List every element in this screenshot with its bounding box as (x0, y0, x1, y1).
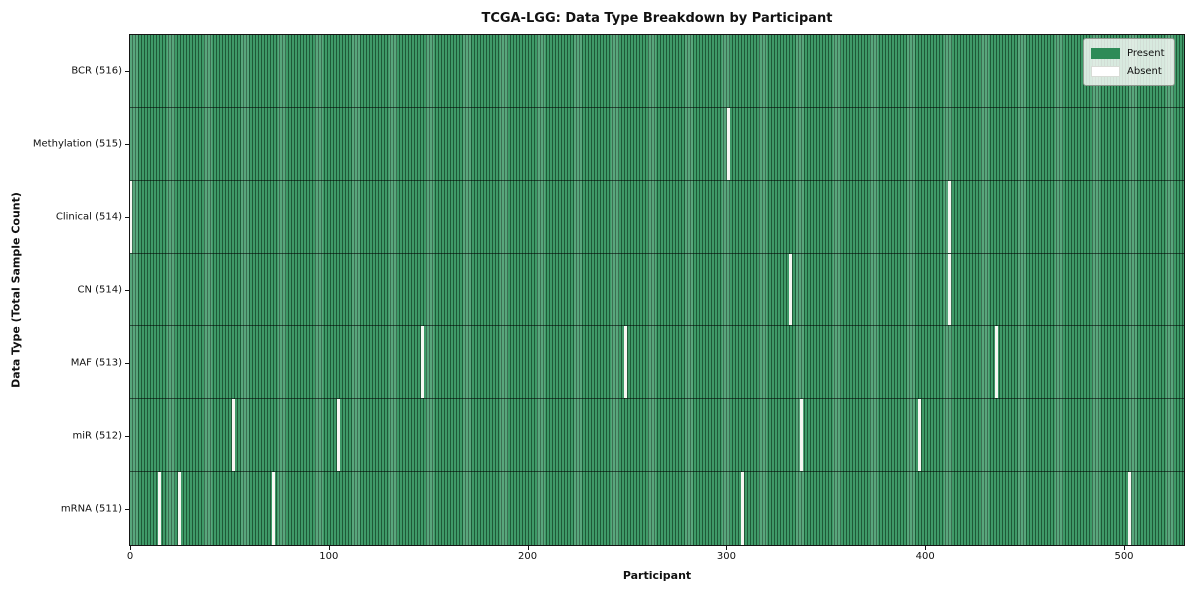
y-tick-label-BCR: BCR (516) (71, 65, 122, 77)
y-tick-label-Methylation: Methylation (515) (32, 138, 122, 150)
plot-area (129, 34, 1185, 546)
y-tick-mark-miR (125, 436, 129, 438)
absent-swatch-icon (1091, 65, 1120, 77)
y-tick-label-mRNA: mRNA (511) (60, 503, 122, 515)
y-tick-mark-Methylation (125, 143, 129, 145)
y-tick-mark-Clinical (125, 216, 129, 218)
absent-line-Clinical-412 (947, 180, 951, 253)
x-tick-mark-400 (925, 546, 927, 550)
heatmap-row-MAF (130, 326, 1184, 400)
absent-line-miR-52 (231, 399, 235, 472)
chart-title: TCGA-LGG: Data Type Breakdown by Partici… (481, 11, 833, 26)
x-tick-mark-500 (1124, 546, 1125, 550)
x-axis-label: Participant (622, 569, 692, 582)
legend: Present Absent (1083, 38, 1175, 86)
x-tick-label-400: 400 (915, 551, 935, 562)
absent-line-miR-338 (800, 399, 804, 472)
x-tick-label-300: 300 (716, 551, 736, 562)
y-tick-mark-BCR (125, 70, 129, 72)
y-tick-mark-MAF (125, 363, 129, 365)
y-tick-label-Clinical: Clinical (514) (55, 211, 122, 223)
x-tick-mark-200 (527, 546, 529, 550)
heatmap-row-CN (130, 253, 1184, 327)
absent-line-MAF-249 (623, 326, 627, 399)
x-tick-label-200: 200 (518, 551, 538, 562)
absent-line-mRNA-15 (158, 472, 162, 545)
heatmap-row-BCR (130, 35, 1184, 108)
absent-line-CN-412 (947, 253, 951, 326)
legend-item-absent: Absent (1091, 62, 1165, 80)
absent-line-MAF-147 (420, 326, 424, 399)
y-axis-label: Data Type (Total Sample Count) (9, 192, 23, 388)
x-tick-mark-100 (328, 546, 330, 550)
x-tick-label-0: 0 (126, 551, 134, 562)
legend-label-absent: Absent (1127, 65, 1162, 77)
absent-line-miR-397 (917, 399, 921, 472)
x-tick-mark-300 (726, 546, 728, 550)
y-tick-mark-mRNA (125, 509, 129, 511)
y-tick-label-CN: CN (514) (77, 284, 122, 296)
y-tick-label-miR: miR (512) (72, 430, 122, 442)
heatmap-row-mRNA (130, 472, 1184, 545)
absent-line-miR-105 (337, 399, 341, 472)
legend-item-present: Present (1091, 44, 1165, 62)
x-tick-mark-0 (130, 546, 131, 550)
absent-line-mRNA-503 (1128, 472, 1132, 545)
y-tick-label-MAF: MAF (513) (70, 357, 122, 369)
absent-line-mRNA-25 (178, 472, 182, 545)
x-tick-label-100: 100 (319, 551, 339, 562)
absent-line-MAF-436 (995, 326, 999, 399)
absent-line-mRNA-308 (740, 472, 744, 545)
absent-line-Methylation-301 (726, 107, 730, 180)
absent-line-Clinical-0 (130, 180, 132, 253)
x-tick-label-500: 500 (1114, 551, 1134, 562)
heatmap-row-miR (130, 399, 1184, 473)
y-tick-mark-CN (125, 290, 129, 291)
present-swatch-icon (1091, 47, 1120, 59)
legend-label-present: Present (1127, 47, 1165, 59)
absent-line-mRNA-72 (271, 472, 275, 545)
heatmap-row-Clinical (130, 180, 1184, 254)
heatmap-row-Methylation (130, 107, 1184, 181)
absent-line-CN-332 (788, 253, 792, 326)
